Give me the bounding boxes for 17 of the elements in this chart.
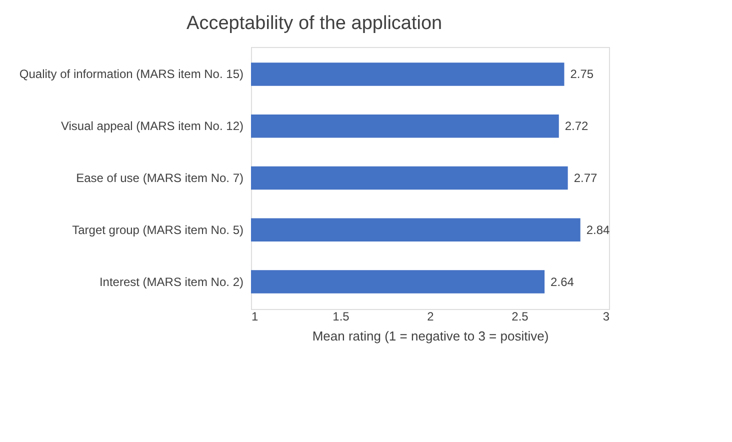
y-tick-label: Target group (MARS item No. 5): [72, 222, 244, 237]
data-label: 2.64: [550, 274, 574, 289]
x-axis-title: Mean rating (1 = negative to 3 = positive): [312, 328, 549, 344]
x-tick-label: 2.5: [512, 310, 529, 324]
data-label: 2.77: [574, 171, 598, 185]
x-tick-label: 3: [602, 310, 610, 324]
data-label: 2.72: [564, 119, 589, 134]
y-tick-label: Interest (MARS item No. 2): [99, 274, 244, 289]
x-tick-label: 2: [427, 310, 434, 324]
x-tick-label: 1.5: [332, 310, 350, 324]
y-tick-label: Ease of use (MARS item No. 7): [76, 171, 244, 185]
data-label: 2.75: [570, 67, 594, 82]
x-tick-label: 1: [252, 310, 258, 324]
data-label: 2.84: [586, 222, 610, 237]
chart-title: Acceptability of the application: [186, 13, 442, 34]
y-tick-label: Quality of information (MARS item No. 15): [19, 67, 244, 82]
y-tick-label: Visual appeal (MARS item No. 12): [60, 119, 244, 134]
